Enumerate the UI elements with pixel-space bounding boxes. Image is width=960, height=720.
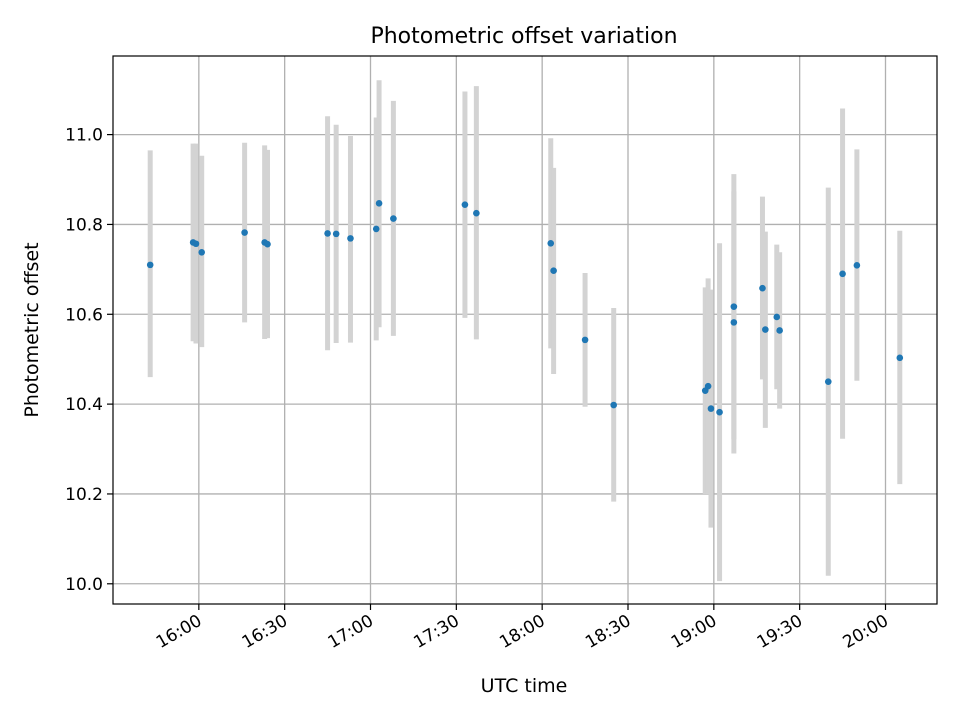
error-bars bbox=[147, 80, 903, 582]
y-axis-label: Photometric offset bbox=[21, 242, 43, 417]
data-point bbox=[146, 261, 154, 269]
y-tick-label: 10.8 bbox=[65, 215, 103, 235]
data-point bbox=[372, 225, 380, 233]
x-tick-label: 16:30 bbox=[239, 611, 291, 653]
data-point bbox=[730, 319, 738, 326]
data-point bbox=[461, 201, 469, 208]
plot-frame bbox=[112, 55, 938, 605]
y-tick-label: 10.2 bbox=[65, 485, 103, 505]
data-point bbox=[241, 229, 248, 236]
data-point bbox=[375, 200, 383, 207]
data-point bbox=[192, 240, 200, 248]
data-point bbox=[473, 209, 480, 217]
x-tick-label: 20:00 bbox=[840, 611, 892, 653]
data-point bbox=[853, 262, 861, 269]
data-point bbox=[347, 235, 354, 242]
data-point bbox=[390, 215, 397, 222]
data-point bbox=[324, 230, 331, 237]
x-axis-label: UTC time bbox=[481, 675, 568, 697]
data-points bbox=[146, 200, 904, 416]
data-point bbox=[198, 248, 205, 256]
x-tick-label: 18:00 bbox=[496, 611, 548, 653]
x-tick-label: 19:30 bbox=[754, 611, 806, 653]
y-tick-label: 10.4 bbox=[65, 395, 103, 415]
data-point bbox=[839, 270, 846, 278]
x-tick-label: 17:00 bbox=[325, 611, 377, 653]
x-tick-label: 17:30 bbox=[410, 611, 462, 653]
grid bbox=[113, 56, 937, 604]
data-point bbox=[547, 240, 555, 247]
data-point bbox=[762, 326, 769, 333]
y-tick-label: 10.6 bbox=[65, 305, 103, 325]
data-point bbox=[896, 354, 904, 362]
data-point bbox=[824, 378, 832, 385]
data-point bbox=[730, 303, 738, 310]
y-tick-label: 11.0 bbox=[65, 126, 103, 146]
data-point bbox=[264, 240, 271, 248]
data-point bbox=[716, 408, 723, 416]
x-tick-label: 16:00 bbox=[153, 611, 205, 653]
data-point bbox=[550, 267, 557, 275]
y-tick-label: 10.0 bbox=[65, 575, 103, 595]
x-tick-label: 18:30 bbox=[582, 611, 634, 653]
data-point bbox=[610, 401, 617, 409]
x-tick-label: 19:00 bbox=[668, 611, 720, 653]
data-point bbox=[773, 313, 781, 321]
data-point bbox=[704, 382, 712, 390]
y-axis-ticks: 10.0 10.2 10.4 10.6 10.8 11.0 bbox=[65, 126, 113, 595]
data-point bbox=[581, 336, 589, 344]
chart-title: Photometric offset variation bbox=[370, 24, 677, 49]
data-point bbox=[776, 327, 783, 334]
data-point bbox=[332, 230, 340, 238]
data-point bbox=[759, 284, 766, 292]
x-axis-ticks: 16:00 16:30 17:00 17:30 18:00 18:30 19:00 19:30… bbox=[153, 604, 892, 653]
data-point bbox=[707, 405, 715, 412]
